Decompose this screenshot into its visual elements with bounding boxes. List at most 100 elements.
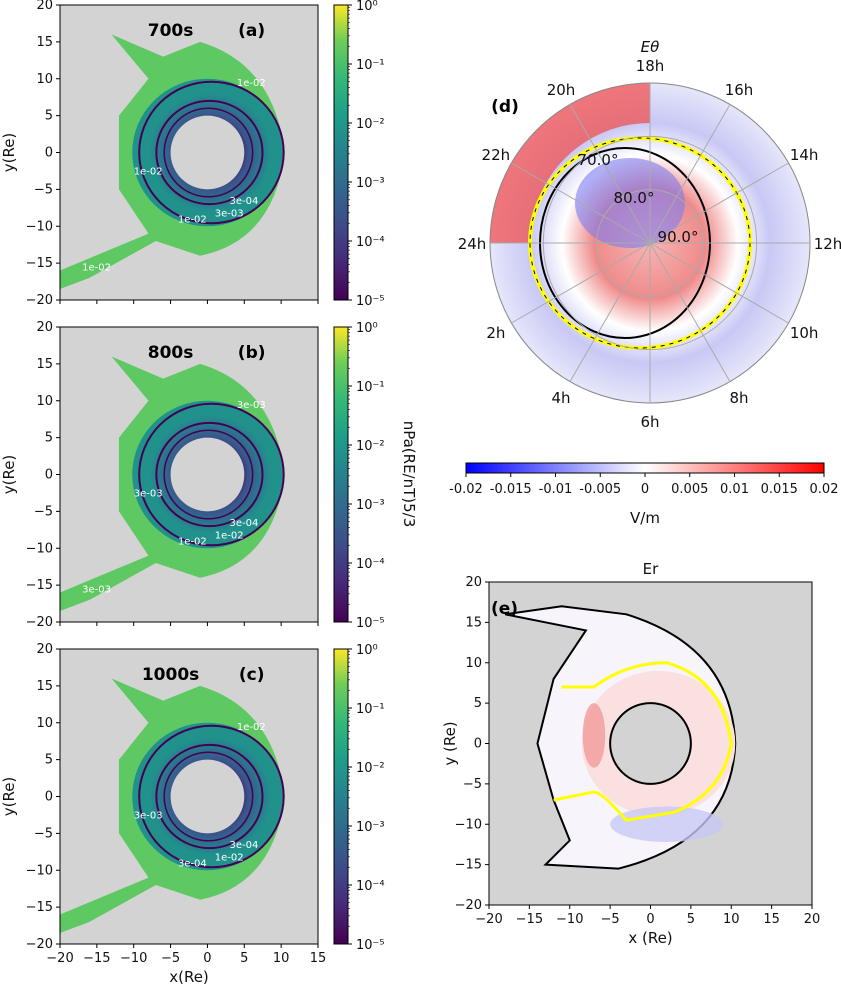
colorbar-tick-label: 10⁻⁴ xyxy=(356,879,385,894)
y-tick-label: −15 xyxy=(26,578,53,593)
y-axis-label: y(Re) xyxy=(0,133,18,173)
colorbar-tick-label: 0 xyxy=(641,482,649,497)
colorbar-tick-label: -0.02 xyxy=(449,482,483,497)
contour-label: 1e-02 xyxy=(178,215,207,226)
contour-line xyxy=(163,107,254,198)
colorbar-tick-label: 10⁻² xyxy=(356,761,385,776)
y-tick-label: −10 xyxy=(26,219,53,234)
y-tick-label: −20 xyxy=(26,937,53,952)
y-tick-label: −10 xyxy=(26,541,53,556)
inner-boundary xyxy=(170,759,245,834)
y-tick-label: 0 xyxy=(45,146,53,161)
x-tick-label: −5 xyxy=(601,912,620,927)
x-axis-label: x(Re) xyxy=(169,968,209,986)
positive-er-streak xyxy=(582,703,606,768)
colorbar-tick-label: 0.005 xyxy=(671,482,708,497)
contour-label: 1e-02 xyxy=(134,167,163,178)
contour-line xyxy=(163,429,254,520)
y-tick-label: −20 xyxy=(26,293,53,308)
colorbar-tick-label: 10⁻³ xyxy=(356,176,385,191)
x-tick-label: −20 xyxy=(475,912,502,927)
x-axis-label: x (Re) xyxy=(628,929,672,947)
negative-field-region xyxy=(575,158,685,248)
polar-grid-spoke xyxy=(649,242,789,324)
contour-line xyxy=(138,724,285,869)
x-tick-label: −15 xyxy=(83,951,110,966)
y-tick-label: 0 xyxy=(474,737,482,752)
y-tick-label: 10 xyxy=(36,716,53,731)
panel-a: 1e-02 1e-02 1e-02 3e-04 3e-03 1e-02 20 15 10 5 0 −5… xyxy=(0,0,319,308)
latitude-label: 80.0° xyxy=(614,189,655,207)
x-tick-label: 15 xyxy=(763,912,780,927)
y-tick-label: 20 xyxy=(36,642,53,657)
colorbar-label: nPa(RE/nT)5/3 xyxy=(400,421,418,528)
y-tick-label: 20 xyxy=(36,0,53,13)
colorbar-tick-label: 0.01 xyxy=(720,482,749,497)
latitude-label: 90.0° xyxy=(658,228,699,246)
field-colorbar-gradient xyxy=(465,462,825,474)
x-tick-label: 5 xyxy=(240,951,248,966)
polar-grid-spoke xyxy=(511,162,651,244)
x-tick-label: −15 xyxy=(516,912,543,927)
y-tick-label: 15 xyxy=(36,357,53,372)
y-tick-label: 15 xyxy=(36,679,53,694)
contour-label: 1e-02 xyxy=(82,263,111,274)
latitude-label: 70.0° xyxy=(578,151,619,169)
x-tick-label: 5 xyxy=(687,912,695,927)
y-tick-label: −5 xyxy=(463,777,482,792)
colorbar-tick-label: 10⁻¹ xyxy=(356,380,385,395)
y-tick-label: −15 xyxy=(455,858,482,873)
colorbar-gradient xyxy=(333,4,349,301)
time-label: 700s xyxy=(148,21,194,41)
panel-c: 1e-02 3e-03 3e-04 3e-04 1e-02 20 15 10 5 0 −5 −10 −1… xyxy=(0,642,326,986)
y-axis-label: y(Re) xyxy=(0,455,18,495)
y-tick-label: −10 xyxy=(455,817,482,832)
contour-label: 3e-04 xyxy=(230,196,259,207)
contour-label: 3e-03 xyxy=(82,585,111,596)
colorbar-tick-label: 10⁻⁴ xyxy=(356,557,385,572)
polar-title: Eθ xyxy=(641,38,660,56)
hour-label: 6h xyxy=(640,413,659,431)
negative-er-region xyxy=(610,806,724,843)
colorbar-tick-label: 10⁻⁵ xyxy=(356,616,385,631)
colorbar-tick-label: 10⁻¹ xyxy=(356,702,385,717)
colorbar-gradient xyxy=(333,326,349,623)
y-tick-label: 20 xyxy=(465,575,482,590)
y-tick-label: −20 xyxy=(26,615,53,630)
colorbar-tick-label: 10⁻¹ xyxy=(356,58,385,73)
hour-label: 22h xyxy=(482,146,511,164)
y-tick-label: −5 xyxy=(34,826,53,841)
polar-grid-spoke xyxy=(569,104,651,244)
y-tick-label: −5 xyxy=(34,504,53,519)
polar-grid-spoke xyxy=(649,104,731,244)
panel-label: (b) xyxy=(238,343,266,363)
hour-label: 18h xyxy=(636,57,665,75)
colorbar-a: 10⁰ 10⁻¹ 10⁻² 10⁻³ 10⁻⁴ 10⁻⁵ xyxy=(333,0,385,309)
yellow-boundary xyxy=(553,661,733,822)
panel-label: (d) xyxy=(491,97,519,117)
y-tick-label: −15 xyxy=(26,900,53,915)
field-colorbar-label: V/m xyxy=(630,509,660,527)
contour-label: 3e-03 xyxy=(134,811,163,822)
colorbar-tick-label: 10⁻⁵ xyxy=(356,938,385,953)
colorbar-tick-label: -0.01 xyxy=(539,482,573,497)
y-tick-label: 10 xyxy=(465,656,482,671)
colorbar-tick-label: -0.005 xyxy=(579,482,621,497)
x-tick-label: 0 xyxy=(646,912,654,927)
y-tick-label: 5 xyxy=(45,753,53,768)
contour-label: 1e-02 xyxy=(237,722,266,733)
polar-grid-spoke xyxy=(649,242,731,382)
contour-label: 1e-02 xyxy=(215,531,244,542)
hour-label: 2h xyxy=(486,324,505,342)
y-tick-label: −20 xyxy=(455,898,482,913)
contour-label: 3e-04 xyxy=(230,518,259,529)
y-tick-label: 5 xyxy=(45,431,53,446)
time-label: 800s xyxy=(148,343,194,363)
colorbar-tick-label: 10⁻⁴ xyxy=(356,235,385,250)
x-tick-label: −10 xyxy=(556,912,583,927)
contour-label: 1e-02 xyxy=(237,78,266,89)
colorbar-tick-label: 10⁰ xyxy=(356,643,378,658)
y-tick-label: 5 xyxy=(45,109,53,124)
y-tick-label: 15 xyxy=(36,35,53,50)
